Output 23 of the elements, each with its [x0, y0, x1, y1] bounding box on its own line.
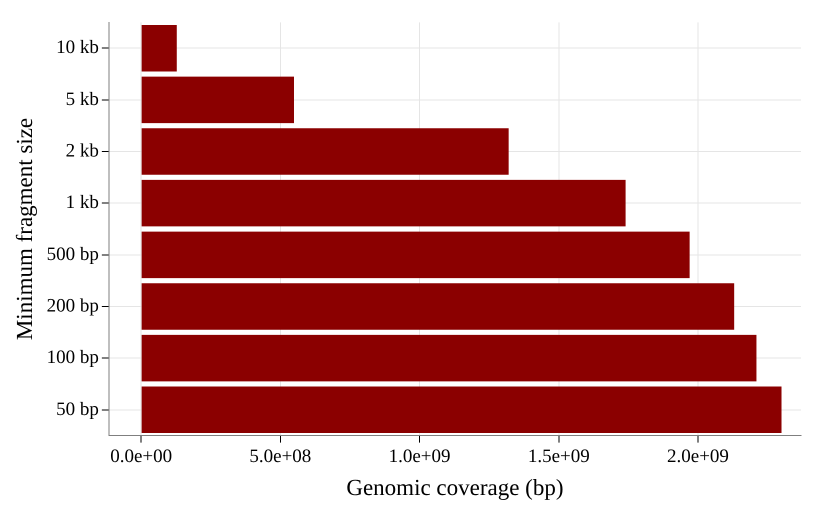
y-tick-label: 50 bp: [56, 398, 99, 420]
x-tick-label: 1.0e+09: [388, 446, 451, 467]
x-tick-label: 5.0e+08: [249, 446, 312, 467]
bar: [142, 283, 734, 330]
bar: [142, 24, 177, 72]
y-tick-label: 100 bp: [46, 347, 99, 368]
x-tick-label: 1.5e+09: [528, 446, 590, 467]
y-tick-label: 200 bp: [46, 295, 99, 316]
x-tick-label: 0.0e+00: [110, 446, 172, 467]
y-tick-label: 10 kb: [56, 37, 99, 58]
bar: [142, 232, 690, 278]
y-tick-label: 5 kb: [66, 88, 99, 110]
y-tick-label: 2 kb: [66, 140, 99, 162]
x-tick-label: 2.0e+09: [667, 446, 729, 467]
bar: [142, 334, 756, 382]
y-tick-label: 500 bp: [46, 244, 99, 265]
bar: [142, 128, 509, 175]
x-axis-title: Genomic coverage (bp): [346, 475, 564, 500]
bar: [142, 386, 782, 434]
y-axis-title: Minimum fragment size: [12, 118, 37, 340]
y-tick-label: 1 kb: [66, 192, 99, 214]
bar: [142, 76, 294, 124]
bar: [142, 180, 626, 226]
